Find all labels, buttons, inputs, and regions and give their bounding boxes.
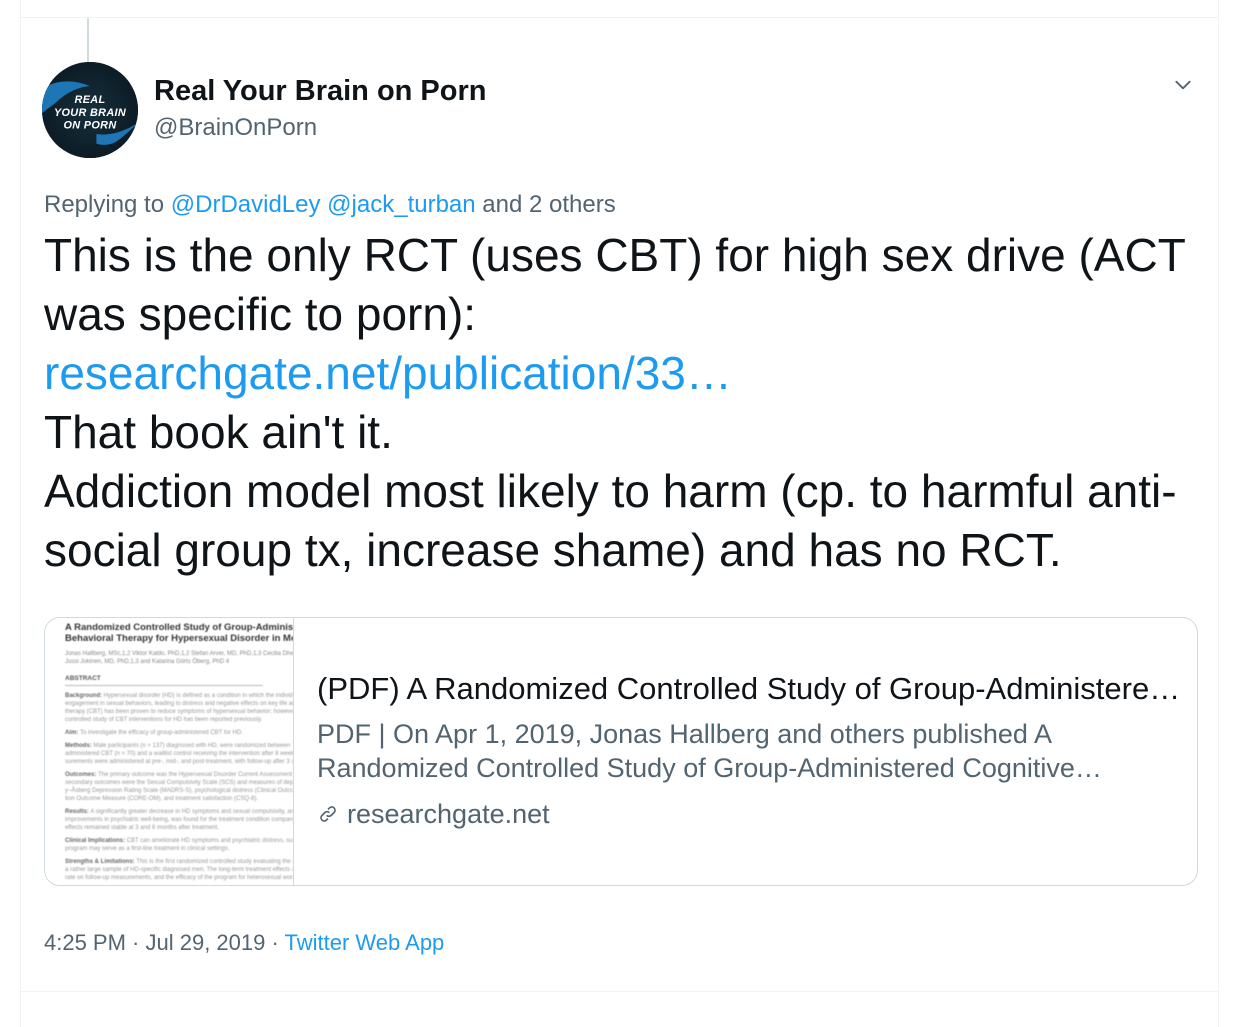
svg-text:Behavioral Therapy for Hyperse: Behavioral Therapy for Hypersexual Disor… <box>65 633 293 644</box>
svg-text:Strengths & Limitations: This: Strengths & Limitations: This is the fir… <box>65 859 293 865</box>
svg-text:administered CBT (n = 70) and: administered CBT (n = 70) and a waitlist… <box>65 751 293 757</box>
svg-text:y–Åsberg Depression Rating Sca: y–Åsberg Depression Rating Scale (MADRS-… <box>65 787 293 794</box>
svg-text:surements were administered at: surements were administered at pre-, mid… <box>65 759 293 765</box>
svg-text:Clinical Implications: CBT can: Clinical Implications: CBT can ameliorat… <box>65 838 293 844</box>
svg-text:YOUR BRAIN: YOUR BRAIN <box>54 107 127 119</box>
svg-text:program may serve as a first-l: program may serve as a first-line treatm… <box>65 846 230 852</box>
svg-text:Methods: Male participants (n: Methods: Male participants (n = 137) dia… <box>65 743 293 749</box>
svg-text:Aim: To investigate the effica: Aim: To investigate the efficacy of grou… <box>65 730 243 736</box>
svg-text:improvements in psychiatric we: improvements in psychiatric well-being, … <box>65 817 293 823</box>
svg-text:Outcomes: The primary outcome: Outcomes: The primary outcome was the Hy… <box>65 772 293 778</box>
svg-text:REAL: REAL <box>75 94 106 106</box>
svg-text:Jonas Hallberg, MSc,1,2 Viktor: Jonas Hallberg, MSc,1,2 Viktor Kaldo, Ph… <box>65 651 293 657</box>
svg-text:secondary outcomes were the Se: secondary outcomes were the Sexual Compu… <box>65 780 293 786</box>
svg-text:rate on follow-up measurements: rate on follow-up measurements, and the … <box>65 875 293 881</box>
svg-text:effects remained stable at 3 a: effects remained stable at 3 and 6 month… <box>65 825 219 831</box>
svg-text:A Randomized Controlled Study: A Randomized Controlled Study of Group-A… <box>65 622 293 633</box>
svg-text:a rather large sample of HD-sp: a rather large sample of HD-specific dia… <box>65 867 293 873</box>
svg-text:ON PORN: ON PORN <box>64 120 118 132</box>
svg-text:ABSTRACT: ABSTRACT <box>65 675 101 682</box>
svg-text:engagement in sexual behaviors: engagement in sexual behaviors, leading … <box>65 701 293 707</box>
svg-text:controlled study of CBT interv: controlled study of CBT interventions fo… <box>65 717 263 723</box>
svg-text:Results: A significantly great: Results: A significantly greater decreas… <box>65 809 293 815</box>
svg-text:therapy (CBT) has been proven: therapy (CBT) has been proven to reduce … <box>65 709 293 715</box>
svg-text:Jussi Jokinen, MD, PhD,1,3 and: Jussi Jokinen, MD, PhD,1,3 and Katarina … <box>65 658 230 665</box>
svg-text:Background: Hypersexual disord: Background: Hypersexual disorder (HD) is… <box>65 693 293 699</box>
svg-text:tion Outcome Measure (CORE-OM): tion Outcome Measure (CORE-OM), and trea… <box>65 796 258 802</box>
